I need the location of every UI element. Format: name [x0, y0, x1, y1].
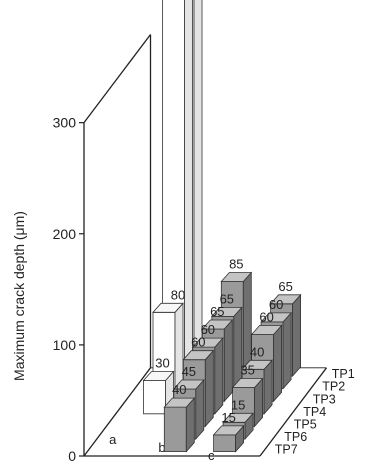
bar-front-face — [163, 406, 187, 453]
bar-front-face — [143, 380, 166, 415]
bar-front-face — [213, 434, 237, 453]
bar-top-face — [241, 359, 273, 370]
depth-axis-left — [83, 367, 152, 457]
bar-value-label: 15 — [231, 397, 245, 412]
bar-value-label: 30 — [155, 355, 169, 370]
bar-top-face — [250, 325, 283, 335]
bars — [142, 0, 302, 453]
bar-top-face — [222, 412, 254, 423]
bar-value-label: 40 — [172, 382, 186, 397]
data-labels: 1470856512506560806560306040603545154015 — [155, 257, 293, 425]
depth-category-label: TP4 — [303, 405, 326, 419]
bar-value-label: 35 — [240, 363, 254, 378]
depth-category-label: TP6 — [284, 430, 307, 444]
bar-top-face — [201, 319, 234, 330]
bar-value-label: 65 — [220, 291, 234, 306]
bar-value-label: 40 — [250, 344, 264, 359]
bar-side-face — [184, 0, 193, 390]
bar-b-TP7 — [163, 397, 196, 453]
bar-top-face — [220, 272, 253, 282]
bar-c-TP7 — [212, 424, 245, 453]
y-tick-label: 100 — [53, 337, 77, 353]
bar-top-face — [163, 397, 196, 408]
bar-top-face — [191, 337, 224, 348]
depth-axis-right — [259, 367, 328, 457]
bar-top-face — [269, 294, 302, 305]
bar-value-label: 60 — [191, 335, 205, 350]
bar-top-face — [210, 306, 243, 317]
depth-category-label: TP3 — [313, 392, 336, 406]
bar-value-label: 45 — [182, 364, 196, 379]
bar-top-face — [212, 425, 245, 436]
bar-side-face — [223, 318, 233, 403]
x-category-label: a — [109, 432, 117, 447]
bar-value-label: 65 — [278, 279, 292, 294]
y-axis-top — [83, 34, 152, 124]
bar-top-face — [231, 378, 264, 388]
y-ticks: 0 100 200 300 — [53, 115, 84, 464]
bar-top-face — [172, 379, 205, 390]
y-tick-label: 0 — [68, 448, 76, 464]
bar-value-label: 80 — [171, 287, 185, 302]
bar-value-label: 60 — [201, 322, 215, 337]
bar-value-label: 60 — [269, 297, 283, 312]
bar-value-label: 65 — [210, 304, 224, 319]
bar-top-face — [152, 302, 184, 313]
x-category-labels: a b c — [109, 432, 215, 463]
bar-side-face — [292, 293, 302, 378]
y-axis-label: Maximum crack depth (μm) — [11, 211, 27, 381]
bar-value-label: 15 — [221, 410, 235, 425]
bar-value-label: 85 — [229, 257, 243, 272]
bar-top-face — [182, 350, 215, 361]
bar-top-face — [142, 371, 175, 381]
bar-side-face — [193, 0, 203, 378]
bar-side-face — [273, 324, 283, 403]
x-category-label: c — [208, 448, 215, 463]
y-tick-label: 200 — [53, 226, 77, 242]
depth-category-label: TP2 — [322, 380, 345, 394]
depth-category-label: TP7 — [275, 443, 298, 457]
depth-category-label: TP5 — [294, 418, 317, 432]
depth-category-label: TP1 — [332, 367, 355, 381]
bar-side-face — [204, 349, 214, 428]
y-tick-label: 300 — [53, 115, 77, 131]
bar-value-label: 60 — [259, 310, 273, 325]
bar-side-face — [282, 311, 292, 390]
x-category-label: b — [158, 440, 165, 455]
bar-top-face — [260, 312, 292, 323]
bar-side-face — [214, 337, 224, 415]
bar-side-face — [195, 378, 205, 441]
